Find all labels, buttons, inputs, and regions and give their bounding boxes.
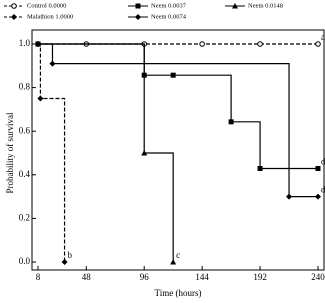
marker: [286, 193, 293, 200]
end-label: c: [176, 250, 180, 260]
marker: [49, 60, 56, 67]
step-line: [38, 43, 174, 262]
end-label: a: [321, 32, 325, 42]
marker: [170, 259, 177, 265]
legend-label: Neem 0.0148: [248, 2, 283, 9]
legend-marker: [11, 14, 17, 20]
marker: [315, 193, 321, 200]
x-axis-label: Time (hours): [155, 288, 202, 298]
y-tick-label: 1.0: [19, 38, 31, 48]
y-tick-label: 0.4: [19, 169, 31, 179]
legend-label: Neem 0.0074: [151, 13, 187, 20]
marker: [257, 41, 263, 47]
x-tick-label: 48: [82, 272, 92, 282]
legend-marker: [232, 3, 238, 9]
marker: [35, 41, 41, 47]
x-tick-label: 96: [140, 272, 150, 282]
legend-label: Neem 0.0037: [151, 2, 187, 9]
legend-marker: [135, 3, 141, 9]
x-tick-label: 144: [195, 272, 209, 282]
y-tick-label: 0.0: [19, 256, 31, 266]
marker: [141, 150, 148, 156]
step-line: [38, 43, 66, 262]
end-label: d: [321, 185, 325, 195]
marker: [315, 165, 321, 171]
end-label: d: [321, 157, 325, 167]
end-label: b: [68, 250, 73, 260]
marker: [199, 41, 205, 47]
legend-label: Malathion 1.0000: [27, 13, 73, 20]
step-line: [38, 43, 318, 198]
x-tick-label: 240: [311, 272, 325, 282]
x-tick-label: 192: [253, 272, 267, 282]
y-tick-label: 0.2: [19, 212, 30, 222]
marker: [257, 165, 263, 171]
legend-marker: [135, 14, 141, 20]
marker: [228, 119, 234, 125]
marker: [61, 259, 68, 265]
marker: [315, 41, 321, 47]
y-tick-label: 0.6: [19, 125, 31, 135]
marker: [37, 95, 44, 102]
legend-label: Control 0.0000: [27, 2, 66, 9]
y-tick-label: 0.8: [19, 82, 31, 92]
legend-marker: [11, 3, 17, 9]
y-axis-label: Probability of survival: [5, 112, 15, 193]
x-tick-label: 8: [36, 272, 41, 282]
plot-frame: [31, 29, 325, 271]
marker: [170, 72, 176, 78]
step-line: [38, 43, 318, 170]
